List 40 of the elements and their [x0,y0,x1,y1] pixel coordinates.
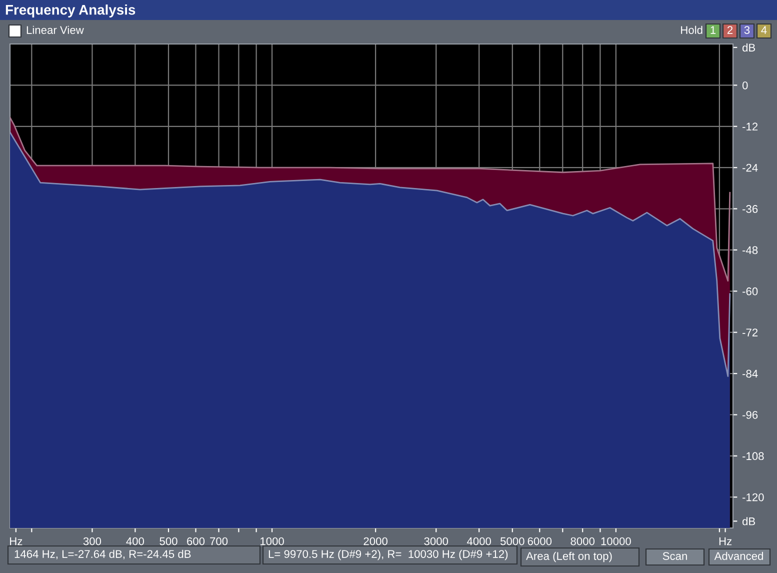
text: Hold [681,26,702,34]
text: 4 [761,26,767,34]
y-tick-label: 0 [742,81,748,90]
x-tick-label: 2000 [364,537,388,546]
x-tick-label: 4000 [466,537,491,546]
y-tick-label: dB [742,517,756,526]
x-tick-label: Hz [10,537,22,546]
y-tick-label: -48 [742,246,758,254]
x-tick-label: 8000 [570,537,595,546]
x-tick-label: 6000 [528,537,552,546]
y-tick-label: -108 [742,452,764,460]
y-tick-label: -72 [742,328,758,336]
x-tick-label: 3000 [424,537,448,546]
text: 2 [727,26,733,34]
y-tick-label: dB [742,43,756,52]
chart-title: Frequency Analysis [6,4,136,18]
text: Scan [662,552,687,560]
text: Area (Left on top) [526,552,612,562]
y-tick-label: -24 [742,164,758,172]
y-tick-label: -96 [742,410,758,419]
x-tick-label: 600 [187,537,205,546]
text: Advanced [714,552,763,560]
y-tick-label: -12 [742,122,758,130]
y-tick-label: -84 [742,370,758,378]
x-tick-label: 1000 [260,537,284,546]
x-tick-label: 5000 [500,537,524,546]
y-tick-label: -60 [742,287,758,296]
text: 1464 Hz, L=-27.64 dB, R=-24.45 dB [14,550,191,560]
x-tick-label: Hz [719,537,732,546]
text: Linear View [26,26,84,34]
x-tick-label: 300 [83,537,102,546]
x-tick-label: 400 [126,537,144,546]
x-tick-label: 500 [160,537,178,546]
x-tick-label: 700 [210,537,228,546]
x-tick-label: 10000 [601,537,631,546]
y-tick-label: -36 [742,205,758,213]
y-tick-label: -120 [742,493,764,502]
text: 3 [744,26,750,34]
text: L= 9970.5 Hz (D#9 +2), R= 10030 Hz (D#9 +12) [268,550,508,560]
text: 1 [710,26,716,34]
